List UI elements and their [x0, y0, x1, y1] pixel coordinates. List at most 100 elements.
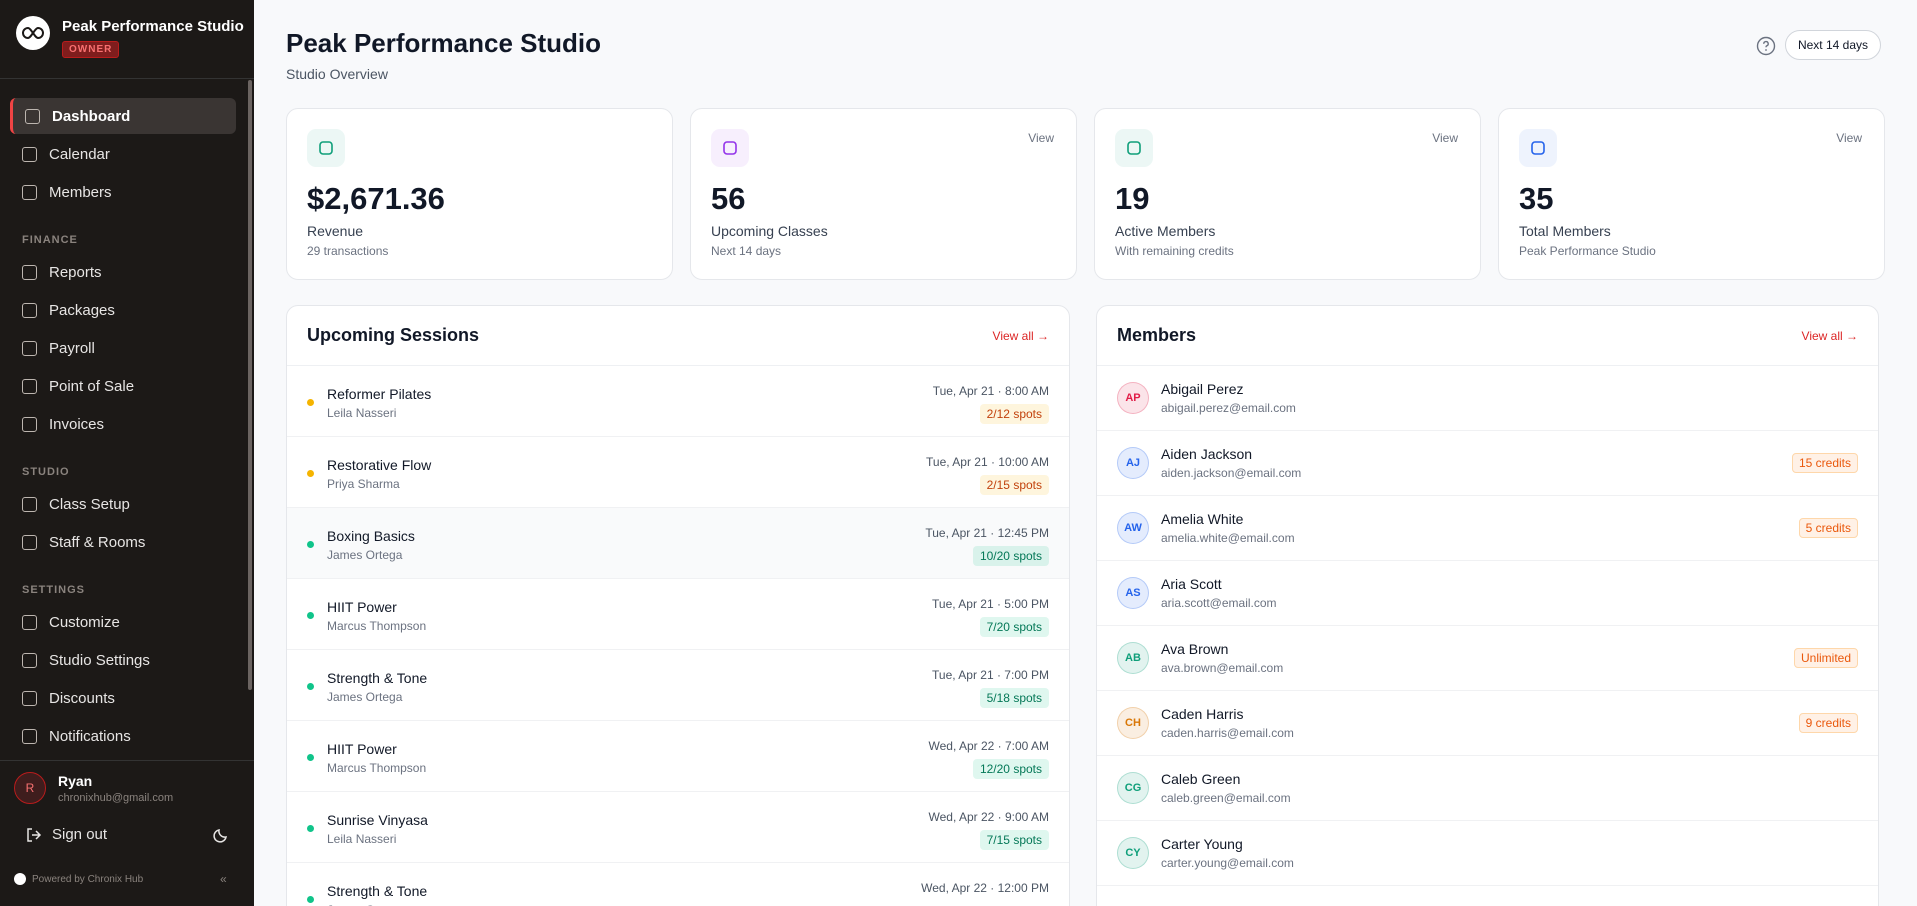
member-row[interactable]: CY Carter Young carter.young@email.com: [1097, 821, 1878, 886]
spots-badge: 5/18 spots: [979, 688, 1049, 708]
nav-item[interactable]: Dashboard: [10, 98, 236, 134]
nav-icon: [22, 146, 37, 162]
nav-label: Payroll: [49, 339, 95, 357]
session-time: Tue, Apr 21 · 5:00 PM: [932, 597, 1049, 611]
nav-section-label: SETTINGS: [22, 584, 86, 596]
status-dot: [307, 825, 314, 832]
nav-item[interactable]: Discounts: [10, 680, 236, 716]
session-row[interactable]: Restorative Flow Priya Sharma Tue, Apr 21 …: [287, 437, 1069, 508]
stat-link[interactable]: View: [1028, 131, 1054, 145]
panel-title: Members: [1117, 325, 1197, 345]
member-row[interactable]: AS Aria Scott aria.scott@email.com: [1097, 561, 1878, 626]
nav-icon: [22, 264, 37, 280]
nav-item[interactable]: Packages: [10, 292, 236, 328]
member-row[interactable]: CG Caleb Green caleb.green@email.com: [1097, 756, 1878, 821]
session-row[interactable]: HIIT Power Marcus Thompson Wed, Apr 22 · 7…: [287, 721, 1069, 792]
nav-item[interactable]: Payroll: [10, 330, 236, 366]
stat-card: View 19 Active Members With remaining credi…: [1094, 108, 1481, 280]
session-instructor: James Ortega: [327, 548, 403, 562]
session-name: HIIT Power: [327, 741, 397, 757]
member-name: Aiden Jackson: [1161, 446, 1253, 462]
nav-item[interactable]: Reports: [10, 254, 236, 290]
nav-icon: [22, 652, 37, 668]
session-row[interactable]: Reformer Pilates Leila Nasseri Tue, Apr 21…: [287, 366, 1069, 437]
nav-label: Invoices: [49, 415, 105, 433]
session-time: Wed, Apr 22 · 9:00 AM: [928, 810, 1049, 824]
stat-label: Active Members: [1115, 223, 1216, 239]
session-row[interactable]: HIIT Power Marcus Thompson Tue, Apr 21 · 5…: [287, 579, 1069, 650]
nav-item[interactable]: Class Setup: [10, 486, 236, 522]
session-instructor: James Ortega: [327, 690, 403, 704]
session-name: HIIT Power: [327, 599, 397, 615]
session-row[interactable]: Strength & Tone James Ortega Tue, Apr 21 ·…: [287, 650, 1069, 721]
member-row[interactable]: AP Abigail Perez abigail.perez@email.com: [1097, 366, 1878, 431]
member-avatar: AB: [1117, 642, 1149, 674]
session-time: Tue, Apr 21 · 7:00 PM: [932, 668, 1049, 682]
nav-icon: [22, 416, 37, 432]
member-name: Ava Brown: [1161, 641, 1229, 657]
view-all[interactable]: View all →: [992, 328, 1049, 343]
user: R Ryan chronixhub@gmail.com: [14, 772, 173, 804]
member-email: caden.harris@email.com: [1161, 726, 1294, 740]
member-row[interactable]: AJ Aiden Jackson aiden.jackson@email.com 15…: [1097, 431, 1878, 496]
theme-toggle[interactable]: [213, 827, 229, 843]
member-row[interactable]: AW Amelia White amelia.white@email.com 5 cr…: [1097, 496, 1878, 561]
nav-label: Notifications: [49, 727, 131, 745]
spots-badge: 10/20 spots: [972, 546, 1049, 566]
credits-badge: 5 credits: [1798, 518, 1858, 538]
nav-icon: [22, 302, 37, 318]
session-row[interactable]: Strength & Tone James Ortega Wed, Apr 22 ·…: [287, 863, 1069, 906]
session-row[interactable]: Sunrise Vinyasa Leila Nasseri Wed, Apr 22 …: [287, 792, 1069, 863]
nav-item[interactable]: Notifications: [10, 718, 236, 754]
status-dot: [307, 612, 314, 619]
member-email: amelia.white@email.com: [1161, 531, 1295, 545]
nav-label: Calendar: [49, 145, 110, 163]
user-name: Ryan: [58, 772, 93, 789]
spots-badge: 2/12 spots: [979, 404, 1049, 424]
stat-icon: [1519, 129, 1557, 167]
stat-value: 19: [1115, 181, 1150, 216]
member-avatar: AW: [1117, 512, 1149, 544]
member-avatar: AJ: [1117, 447, 1149, 479]
divider: [0, 78, 254, 79]
session-row[interactable]: Boxing Basics James Ortega Tue, Apr 21 · 1…: [287, 508, 1069, 579]
nav-icon: [22, 378, 37, 394]
nav-label: Class Setup: [49, 495, 130, 513]
page-title: Peak Performance Studio: [286, 28, 601, 58]
sign-out[interactable]: Sign out: [26, 826, 107, 843]
stat-icon: [307, 129, 345, 167]
spots-badge: 2/15 spots: [979, 475, 1049, 495]
nav-item[interactable]: Customize: [10, 604, 236, 640]
nav-label: Members: [49, 183, 112, 201]
nav-item[interactable]: Calendar: [10, 136, 236, 172]
stat-link[interactable]: View: [1432, 131, 1458, 145]
status-dot: [307, 470, 314, 477]
view-all[interactable]: View all →: [1801, 328, 1858, 343]
page-subtitle: Studio Overview: [286, 66, 388, 82]
help-icon[interactable]: [1756, 36, 1776, 56]
nav-item[interactable]: Studio Settings: [10, 642, 236, 678]
member-avatar: CY: [1117, 837, 1149, 869]
nav-item[interactable]: Point of Sale: [10, 368, 236, 404]
member-name: Aria Scott: [1161, 576, 1222, 592]
range-button[interactable]: Next 14 days: [1784, 30, 1881, 60]
nav-icon: [22, 534, 37, 550]
nav-icon: [22, 690, 37, 706]
session-time: Tue, Apr 21 · 8:00 AM: [932, 384, 1049, 398]
nav-item[interactable]: Invoices: [10, 406, 236, 442]
session-instructor: Priya Sharma: [327, 477, 400, 491]
member-row[interactable]: AB Ava Brown ava.brown@email.com Unlimited: [1097, 626, 1878, 691]
session-name: Restorative Flow: [327, 457, 432, 473]
powered-by: Powered by Chronix Hub: [14, 873, 143, 885]
nav-item[interactable]: Members: [10, 174, 236, 210]
stat-link[interactable]: View: [1836, 131, 1862, 145]
stat-card: $2,671.36 Revenue 29 transactions: [286, 108, 673, 280]
nav-label: Packages: [49, 301, 115, 319]
session-instructor: Marcus Thompson: [327, 761, 427, 775]
nav-item[interactable]: Staff & Rooms: [10, 524, 236, 560]
member-row[interactable]: CH Caden Harris caden.harris@email.com 9 cr…: [1097, 691, 1878, 756]
member-name: Caden Harris: [1161, 706, 1244, 722]
logo: [16, 16, 50, 50]
collapse[interactable]: «: [220, 872, 227, 886]
